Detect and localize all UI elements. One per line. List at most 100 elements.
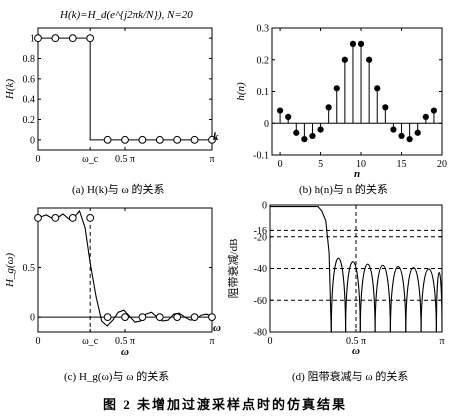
chart-title-a: H(k)=H_d(e^{j2πk/N}), N=20 <box>59 9 193 21</box>
x-tick-label-c-3: π <box>209 336 214 347</box>
sample-point-a-6 <box>138 135 147 144</box>
x-tick-label-c-0: 0 <box>36 336 41 347</box>
stem-marker-b-15 <box>398 132 405 140</box>
y-tick-label-b-4: 0.3 <box>257 24 270 35</box>
stopband-lobe-d-4 <box>389 265 407 333</box>
caption-a: (a) H(k)与 ω 的关系 <box>72 184 165 196</box>
stem-marker-b-7 <box>333 85 340 92</box>
y-tick-label-b-3: 0.2 <box>257 55 270 66</box>
stem-marker-b-18 <box>422 113 429 120</box>
x-tick-label-a-0: 0 <box>36 154 41 165</box>
stopband-lobe-d-5 <box>405 267 422 333</box>
stem-marker-b-13 <box>382 104 389 111</box>
x-axis-label-c: ω <box>121 346 129 358</box>
stem-marker-b-11 <box>366 56 373 63</box>
sample-point-c-2 <box>68 214 77 222</box>
sample-point-a-9 <box>190 135 199 144</box>
sample-point-a-1 <box>51 34 60 43</box>
sample-point-a-5 <box>121 135 129 144</box>
y-tick-label-a-2: 0.4 <box>23 95 36 106</box>
sample-point-c-3 <box>86 214 95 222</box>
sample-point-a-8 <box>173 135 182 144</box>
response-curve-c <box>37 209 213 327</box>
x-tick-label-a-1: ω_c <box>82 154 99 165</box>
stem-marker-b-4 <box>309 132 316 140</box>
y-axis-label-d: 阻带衰减/dB <box>226 239 240 299</box>
x-tick-label-b-3: 15 <box>397 159 407 170</box>
y-tick-label-d-3: -40 <box>254 264 267 275</box>
x-axis-label-d: ω <box>352 345 360 357</box>
plot-frame-a <box>37 27 213 151</box>
sample-point-c-8 <box>173 313 182 322</box>
stem-marker-b-0 <box>276 107 284 114</box>
sample-point-c-1 <box>51 214 60 222</box>
stopband-lobe-d-7 <box>435 272 443 333</box>
caption-d: (d) 阻带衰减与 ω 的关系 <box>292 371 409 383</box>
stopband-lobe-d-1 <box>345 261 361 333</box>
x-tick-label-b-0: 0 <box>278 159 283 170</box>
figure-caption: 图 2 未增加过渡采样点时的仿真结果 <box>102 397 347 412</box>
sample-point-c-6 <box>138 313 147 322</box>
stopband-lobe-d-2 <box>359 263 376 333</box>
caption-b: (b) h(n)与 n 的关系 <box>299 184 388 196</box>
y-tick-label-d-2: -20 <box>254 232 267 243</box>
y-tick-label-d-5: -80 <box>254 328 267 339</box>
stem-marker-b-3 <box>301 136 308 143</box>
stem-marker-b-12 <box>374 85 381 92</box>
x-tick-label-d-0: 0 <box>268 336 273 347</box>
y-tick-label-a-3: 0.6 <box>23 74 36 85</box>
x-tick-label-d-1: 0.5 π <box>346 336 366 347</box>
caption-c: (c) H_g(ω)与 ω 的关系 <box>64 371 170 383</box>
stem-marker-b-19 <box>430 107 438 114</box>
stopband-lobe-d-6 <box>420 268 437 333</box>
sample-point-c-10 <box>208 313 216 322</box>
y-tick-label-c-1: 0.5 <box>23 263 36 274</box>
sample-point-c-0 <box>34 214 42 222</box>
x-tick-label-b-4: 20 <box>437 159 447 170</box>
x-tick-label-c-2: 0.5 π <box>115 336 135 347</box>
stem-marker-b-8 <box>341 56 348 63</box>
y-tick-label-a-5: 1 <box>30 34 35 45</box>
sample-point-c-5 <box>121 313 129 322</box>
y-tick-label-a-1: 0.2 <box>23 115 36 126</box>
x-tick-label-a-2: 0.5 π <box>115 154 135 165</box>
y-tick-label-b-0: -0.1 <box>253 151 269 162</box>
y-tick-label-a-4: 0.8 <box>23 54 36 65</box>
sample-point-a-4 <box>103 135 112 144</box>
stem-marker-b-17 <box>414 129 421 136</box>
y-tick-label-d-0: 0 <box>262 201 267 212</box>
sample-point-c-4 <box>103 313 112 322</box>
stem-marker-b-9 <box>349 40 357 47</box>
sample-point-a-2 <box>68 34 77 43</box>
x-tick-label-b-2: 10 <box>356 159 366 170</box>
stem-marker-b-14 <box>390 126 397 133</box>
y-tick-label-c-0: 0 <box>30 313 35 324</box>
x-tick-label-c-1: ω_c <box>82 336 99 347</box>
stem-marker-b-5 <box>317 126 324 133</box>
y-tick-label-a-0: 0 <box>30 135 35 146</box>
sample-point-a-3 <box>86 34 95 43</box>
stem-marker-b-2 <box>293 129 300 136</box>
y-tick-label-b-2: 0.1 <box>257 87 270 98</box>
stopband-lobe-d-0 <box>330 257 347 333</box>
stem-marker-b-1 <box>285 113 292 120</box>
x-axis-label-b: n <box>354 168 360 180</box>
y-axis-label-b: h(n) <box>235 82 247 101</box>
x-end-label-c: ω <box>213 322 221 334</box>
sample-point-a-10 <box>208 135 216 144</box>
y-axis-label-a: H(k) <box>4 79 16 100</box>
passband-curve-d <box>270 206 332 333</box>
sample-point-a-7 <box>155 135 164 144</box>
stem-marker-b-10 <box>357 40 365 47</box>
stopband-lobe-d-3 <box>374 264 391 333</box>
plot-frame-b <box>271 27 443 156</box>
x-tick-label-a-3: π <box>209 154 214 165</box>
ideal-response-a <box>38 37 212 141</box>
x-tick-label-b-1: 5 <box>318 159 323 170</box>
y-tick-label-b-1: 0 <box>264 119 269 130</box>
y-axis-label-c: H_g(ω) <box>4 253 16 288</box>
x-tick-label-d-2: π <box>439 336 444 347</box>
sample-point-a-0 <box>34 34 42 43</box>
stem-marker-b-6 <box>325 104 332 111</box>
